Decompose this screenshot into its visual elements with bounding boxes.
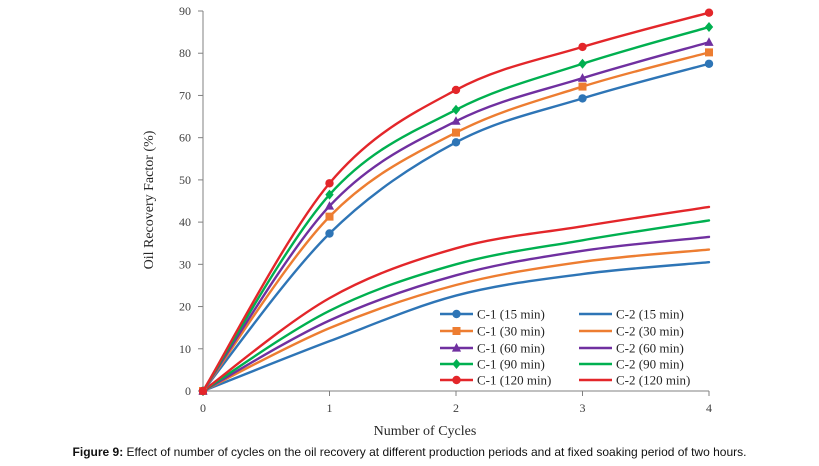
y-tick-label: 10 <box>179 342 191 356</box>
series-line <box>201 219 711 393</box>
y-tick-label: 80 <box>179 46 191 60</box>
data-point <box>325 179 334 188</box>
y-tick-label: 60 <box>179 131 191 145</box>
data-point <box>705 48 713 57</box>
data-point <box>325 229 334 238</box>
data-point <box>578 42 587 52</box>
legend-label: C-2 (15 min) <box>616 307 684 322</box>
legend-label: C-2 (30 min) <box>616 324 684 339</box>
legend-label: C-1 (60 min) <box>477 341 545 356</box>
series-line <box>201 11 711 393</box>
data-point <box>577 73 588 82</box>
legend-item: C-1 (15 min) <box>440 307 545 322</box>
y-tick-label: 40 <box>179 215 191 229</box>
data-point <box>451 116 461 125</box>
data-point <box>704 59 714 68</box>
data-point <box>451 104 461 115</box>
series-line <box>201 235 711 393</box>
legend-item: C-1 (90 min) <box>440 357 545 372</box>
y-tick-label: 50 <box>179 173 191 187</box>
y-tick-label: 0 <box>185 384 191 398</box>
series-line <box>201 205 711 393</box>
x-tick-label: 4 <box>706 401 712 415</box>
data-point <box>704 22 714 33</box>
series-line <box>201 62 711 393</box>
legend-marker <box>452 309 461 319</box>
figure-caption: Figure 9: Effect of number of cycles on … <box>0 445 819 459</box>
caption-text: Effect of number of cycles on the oil re… <box>123 445 747 459</box>
series-line <box>201 51 711 393</box>
data-point <box>578 58 587 69</box>
x-tick-label: 0 <box>200 401 206 415</box>
series-6 <box>198 22 714 396</box>
data-point <box>198 386 208 396</box>
series-line <box>201 261 711 393</box>
series-1 <box>201 261 711 393</box>
legend-label: C-2 (90 min) <box>616 357 684 372</box>
data-point <box>325 212 334 221</box>
legend-item: C-2 (90 min) <box>579 357 684 372</box>
y-tick-label: 20 <box>179 300 191 314</box>
data-point <box>324 201 335 210</box>
legend-label: C-2 (60 min) <box>616 341 684 356</box>
data-point <box>578 82 587 91</box>
caption-label: Figure 9: <box>72 445 124 459</box>
legend-item: C-2 (60 min) <box>579 341 684 356</box>
x-tick-label: 2 <box>453 401 459 415</box>
series-line <box>201 248 711 393</box>
data-point <box>451 138 461 147</box>
legend-label: C-1 (120 min) <box>477 373 551 388</box>
y-tick-label: 90 <box>179 4 191 18</box>
legend-item: C-2 (120 min) <box>579 373 690 388</box>
series-5 <box>201 235 711 393</box>
legend-label: C-1 (30 min) <box>477 324 545 339</box>
series-line <box>201 25 711 393</box>
data-point <box>452 128 460 137</box>
legend-item: C-2 (30 min) <box>579 324 684 339</box>
y-tick-label: 30 <box>179 257 191 271</box>
legend-marker <box>451 343 462 352</box>
series-line <box>201 41 711 393</box>
legend-marker <box>452 327 461 335</box>
y-axis-title: Oil Recovery Factor (%) <box>142 130 157 269</box>
series-9 <box>201 205 711 393</box>
legend-item: C-1 (120 min) <box>440 373 551 388</box>
series-group <box>198 8 714 396</box>
legend-marker <box>452 359 461 369</box>
x-tick-label: 3 <box>580 401 586 415</box>
data-point <box>325 189 334 200</box>
series-3 <box>201 248 711 393</box>
series-8 <box>198 8 714 396</box>
legend-item: C-2 (15 min) <box>579 307 684 322</box>
series-7 <box>201 219 711 393</box>
legend: C-1 (15 min)C-1 (30 min)C-1 (60 min)C-1 … <box>440 307 690 388</box>
y-tick-label: 70 <box>179 88 191 102</box>
legend-item: C-1 (60 min) <box>440 341 545 356</box>
legend-label: C-1 (90 min) <box>477 357 545 372</box>
legend-marker <box>452 375 461 385</box>
x-tick-label: 1 <box>327 401 333 415</box>
data-point <box>704 37 714 46</box>
x-axis-title: Number of Cycles <box>374 424 477 439</box>
legend-item: C-1 (30 min) <box>440 324 545 339</box>
legend-label: C-2 (120 min) <box>616 373 690 388</box>
data-point <box>578 94 587 103</box>
legend-label: C-1 (15 min) <box>477 307 545 322</box>
data-point <box>704 8 714 17</box>
data-point <box>451 85 461 95</box>
